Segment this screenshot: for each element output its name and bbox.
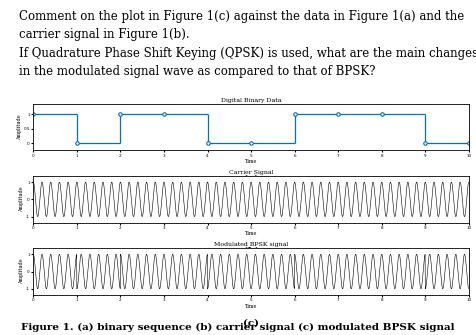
X-axis label: Time: Time (245, 304, 257, 309)
Y-axis label: Amplitude: Amplitude (17, 114, 22, 140)
Text: Comment on the plot in Figure 1(c) against the data in Figure 1(a) and the: Comment on the plot in Figure 1(c) again… (19, 10, 464, 23)
Y-axis label: Amplitude: Amplitude (20, 259, 24, 284)
Text: If Quadrature Phase Shift Keying (QPSK) is used, what are the main changes: If Quadrature Phase Shift Keying (QPSK) … (19, 47, 476, 60)
X-axis label: Time: Time (245, 159, 257, 164)
Title: Digital Binary Data: Digital Binary Data (221, 98, 281, 103)
Text: in the modulated signal wave as compared to that of BPSK?: in the modulated signal wave as compared… (19, 65, 376, 78)
Title: Modulated BPSK signal: Modulated BPSK signal (214, 242, 288, 247)
Text: (a): (a) (243, 175, 259, 184)
Text: carrier signal in Figure 1(b).: carrier signal in Figure 1(b). (19, 28, 189, 42)
Text: Figure 1. (a) binary sequence (b) carrier signal (c) modulated BPSK signal: Figure 1. (a) binary sequence (b) carrie… (21, 323, 455, 332)
X-axis label: Time: Time (245, 231, 257, 237)
Text: (b): (b) (243, 247, 259, 256)
Title: Carrier Signal: Carrier Signal (229, 170, 273, 175)
Y-axis label: Amplitude: Amplitude (20, 187, 24, 212)
Text: (c): (c) (243, 319, 259, 328)
